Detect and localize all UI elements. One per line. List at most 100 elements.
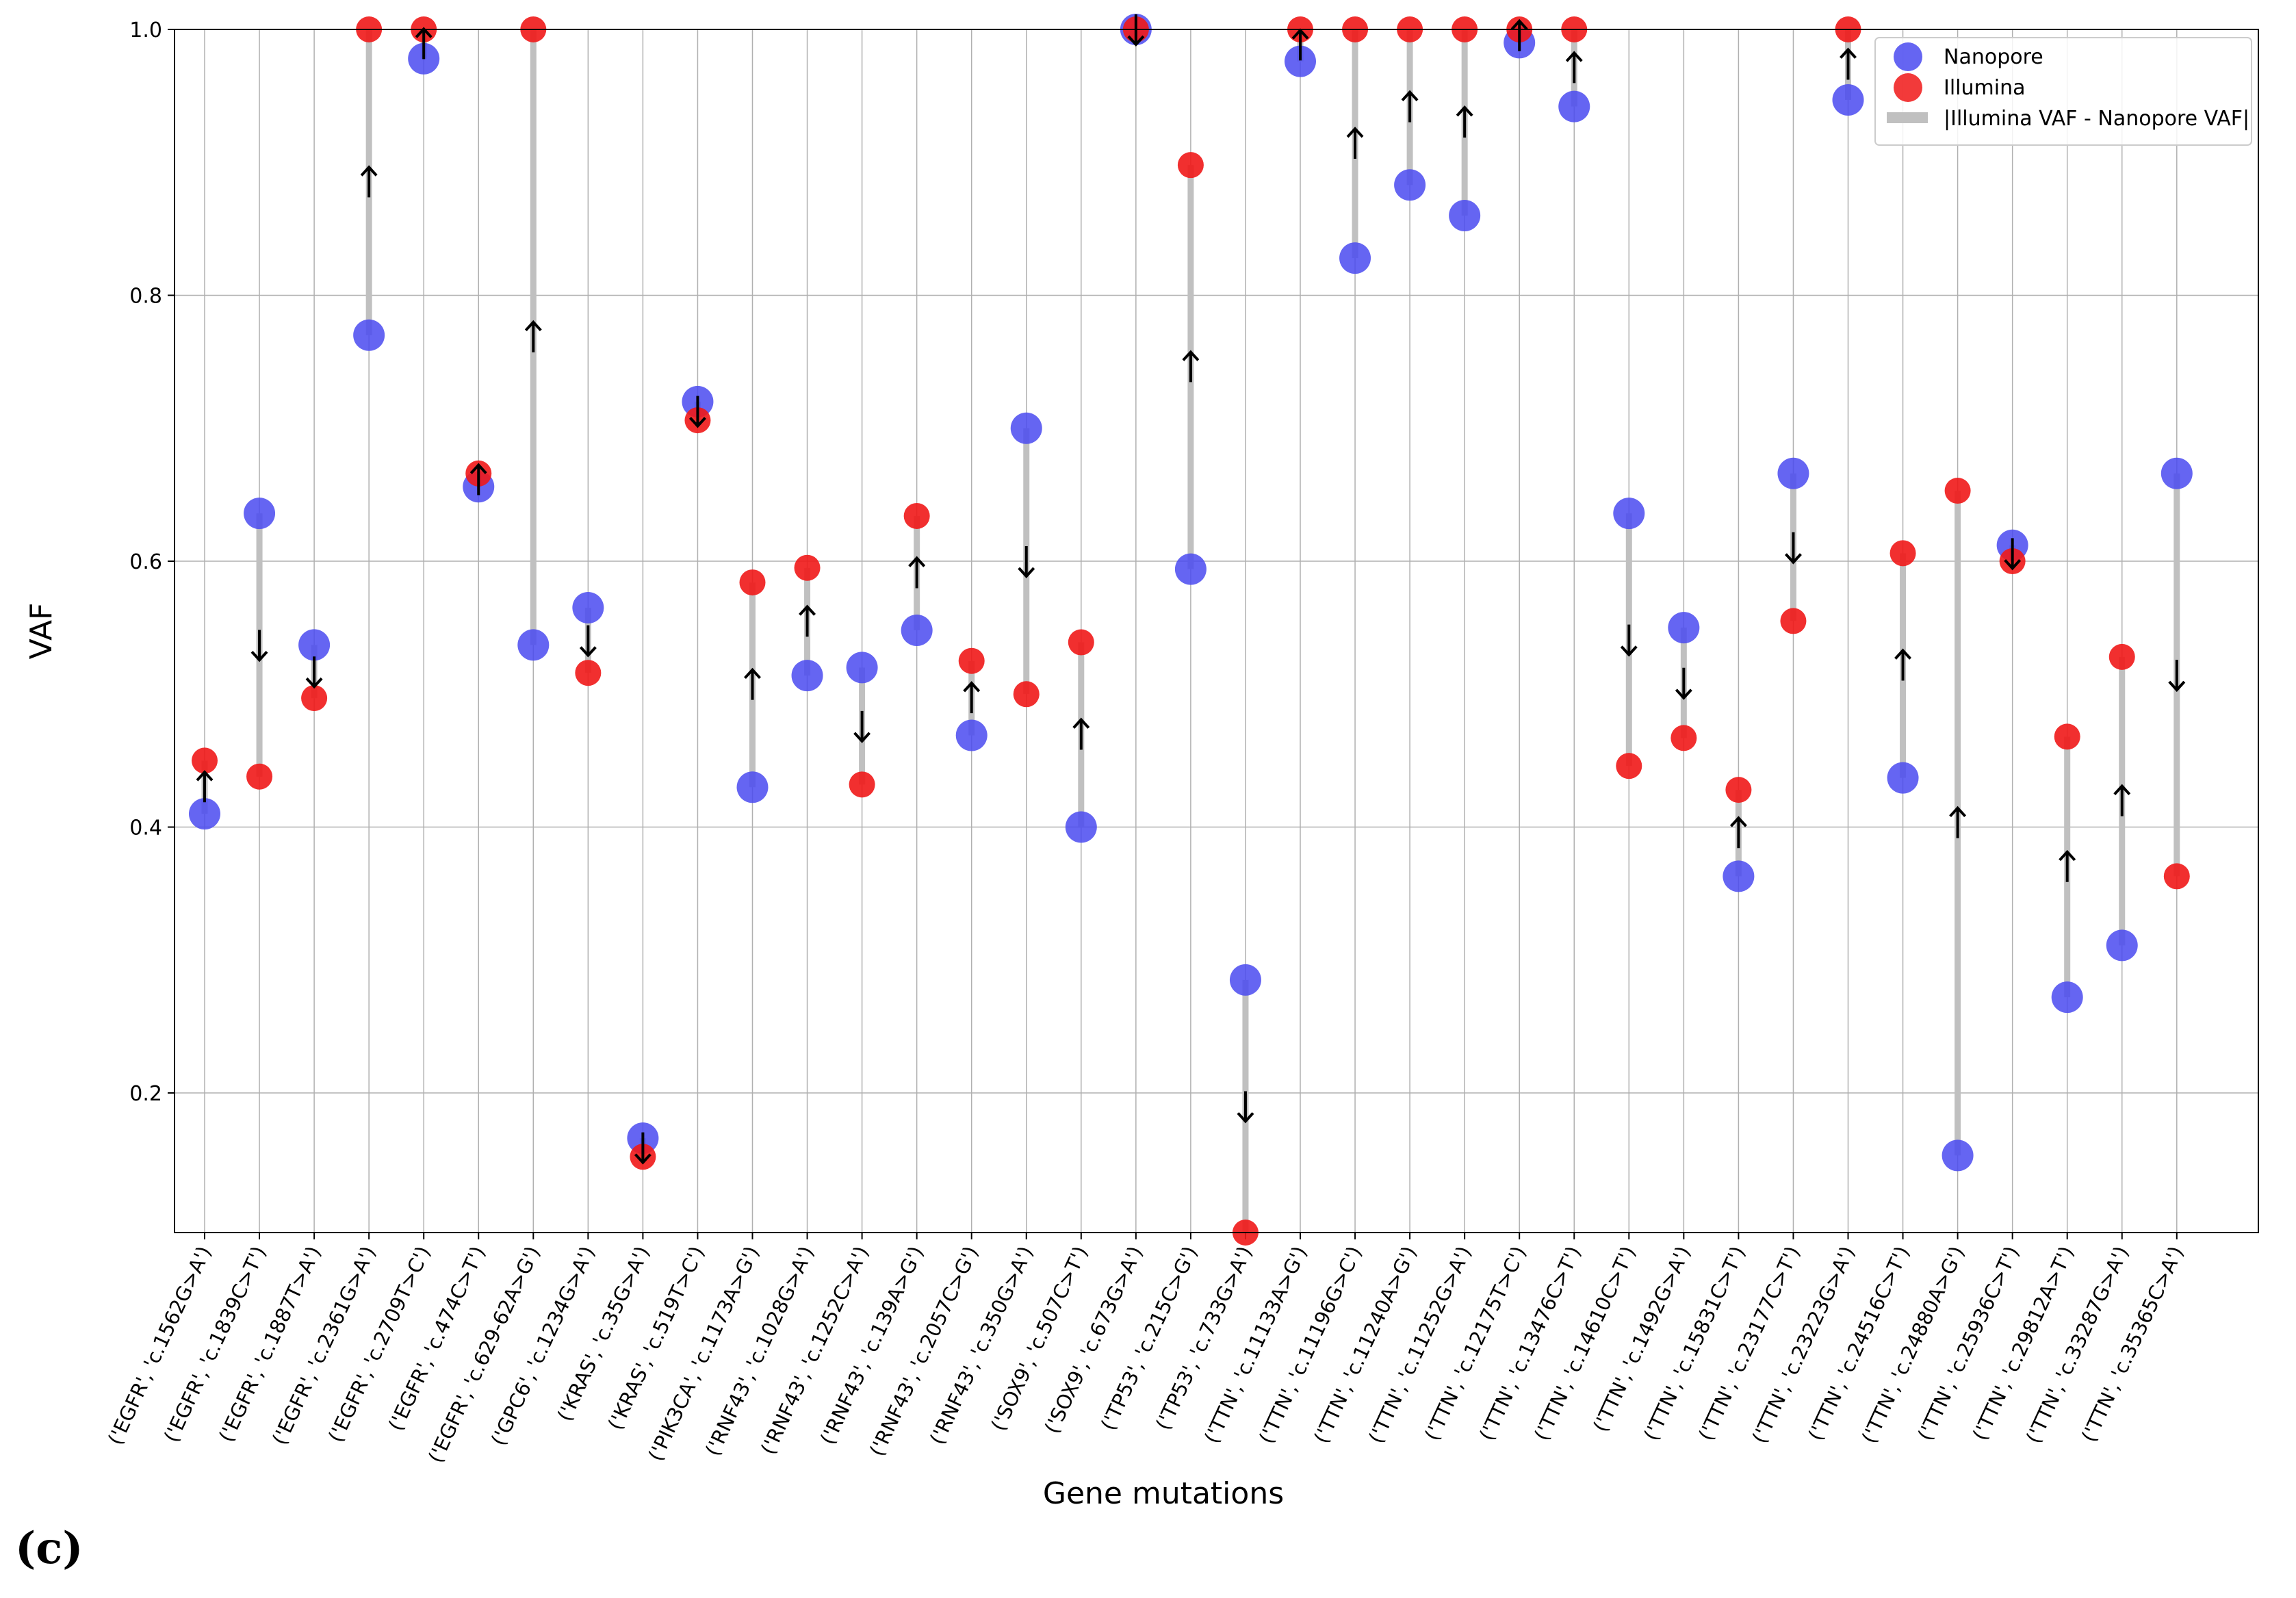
plot-area-background [175, 29, 2258, 1233]
illumina-point [2108, 643, 2135, 670]
nanopore-point [1777, 457, 1809, 489]
legend-box [1874, 37, 2252, 146]
x-tick-label: ('TTN', 'c.23223G>A') [1747, 1243, 1859, 1447]
illumina-point [1889, 540, 1916, 567]
up-arrow [2113, 784, 2131, 816]
nanopore-point [2106, 929, 2138, 962]
down-arrow [1018, 546, 1035, 578]
nanopore-point [298, 629, 331, 661]
up-arrow [360, 165, 378, 198]
illumina-point [246, 763, 273, 790]
arrow-head [1729, 816, 1747, 827]
arrow-head [1346, 127, 1364, 138]
arrow-head [1949, 806, 1967, 818]
down-arrow [305, 656, 323, 689]
illumina-point [1616, 753, 1642, 779]
arrow-head [1620, 645, 1638, 657]
arrow-head [1127, 35, 1145, 47]
up-arrow [1291, 28, 1309, 61]
down-arrow [634, 1132, 652, 1165]
legend: Nanopore Illumina |Illumina VAF - Nanopo… [1874, 37, 2252, 146]
nanopore-point [1010, 412, 1042, 444]
x-tick-label: ('EGFR', 'c.1887T>A') [214, 1243, 325, 1446]
arrow-head [1784, 553, 1802, 565]
nanopore-point [736, 771, 769, 803]
nanopore-point [791, 660, 823, 692]
x-tick-label: ('TTN', 'c.24880A>G') [1857, 1243, 1969, 1447]
panel-label: (c) [15, 1523, 83, 1574]
arrow-head [1565, 51, 1583, 62]
direction-arrows [196, 14, 2186, 1165]
illumina-point [1068, 629, 1094, 656]
nanopore-point [2051, 981, 2083, 1014]
nanopore-point [1229, 964, 1261, 996]
arrow-head [360, 165, 378, 177]
x-tick-label: ('TTN', 'c.1492G>A') [1588, 1243, 1695, 1436]
illumina-point [301, 685, 328, 712]
down-arrow [1620, 624, 1638, 657]
nanopore-point [1449, 199, 1481, 231]
x-tick-label: ('TTN', 'c.23177C>T') [1694, 1243, 1805, 1445]
x-tick-label: ('TTN', 'c.14610C>T') [1530, 1243, 1640, 1445]
arrow-head [2113, 784, 2131, 795]
x-tick-label: ('EGFR', 'c.1839C>T') [159, 1243, 271, 1446]
arrow-head [963, 681, 981, 693]
nanopore-point [901, 615, 933, 647]
arrow-head [1401, 90, 1419, 101]
arrow-head [196, 770, 214, 782]
arrow-head [1237, 1112, 1254, 1124]
nanopore-point [1668, 612, 1700, 644]
y-axis-label: VAF [24, 603, 59, 660]
arrow-head [853, 732, 871, 743]
arrow-head [1675, 688, 1692, 700]
x-tick-label: ('SOX9', 'c.507C>T') [986, 1243, 1092, 1434]
nanopore-point [353, 319, 385, 351]
down-arrow [579, 625, 597, 658]
x-tick-label: ('TTN', 'c.11240A>G') [1309, 1243, 1421, 1447]
up-arrow [799, 604, 816, 637]
nanopore-point [517, 629, 550, 661]
plot-frame [174, 29, 2259, 1233]
arrow-head [1018, 567, 1035, 578]
up-arrow [1729, 816, 1747, 849]
up-arrow [1072, 717, 1090, 750]
x-axis-ticks: ('EGFR', 'c.1562G>A')('EGFR', 'c.1839C>T… [103, 1233, 2188, 1467]
arrow-head [688, 417, 706, 428]
illumina-point [794, 554, 821, 581]
nanopore-point [1942, 1139, 1974, 1172]
arrow-head [2168, 680, 2186, 693]
arrow-head [744, 667, 761, 680]
up-arrow [1401, 90, 1419, 123]
x-tick-label: ('TTN', 'c.11252G>A') [1364, 1243, 1475, 1447]
legend-illumina-label: Illumina [1944, 76, 2026, 100]
illumina-point [1944, 478, 1971, 504]
arrow-head [908, 556, 926, 567]
x-tick-label: ('TTN', 'c.15831C>T') [1639, 1243, 1750, 1445]
arrow-head [1072, 717, 1090, 729]
nanopore-point [1832, 83, 1864, 116]
nanopore-point [572, 592, 604, 624]
x-tick-label: ('RNF43', 'c.350G>A') [925, 1243, 1037, 1448]
down-arrow [853, 710, 871, 743]
illumina-point [192, 747, 218, 774]
x-tick-label: ('TTN', 'c.11133A>G') [1200, 1243, 1311, 1447]
x-tick-label: ('EGFR', 'c.474C>T') [384, 1243, 490, 1434]
y-tick-label: 0.8 [129, 285, 162, 309]
legend-nanopore-marker [1894, 42, 1922, 71]
nanopore-point [1558, 90, 1590, 123]
nanopore-point [846, 652, 878, 684]
x-tick-label: ('EGFR', 'c.1562G>A') [103, 1243, 216, 1449]
up-arrow [469, 463, 487, 495]
illumina-point [903, 502, 930, 529]
y-tick-label: 0.6 [129, 550, 162, 574]
nanopore-point [1174, 553, 1207, 585]
x-tick-label: ('RNF43', 'c.139A>G') [816, 1243, 928, 1448]
up-arrow [1949, 806, 1967, 838]
up-arrow [2059, 849, 2076, 882]
arrow-head [469, 463, 487, 474]
up-arrow [1565, 51, 1583, 83]
up-arrow [744, 667, 761, 700]
y-tick-label: 0.4 [129, 816, 162, 840]
up-arrow [1346, 127, 1364, 159]
legend-nanopore-label: Nanopore [1944, 45, 2043, 69]
